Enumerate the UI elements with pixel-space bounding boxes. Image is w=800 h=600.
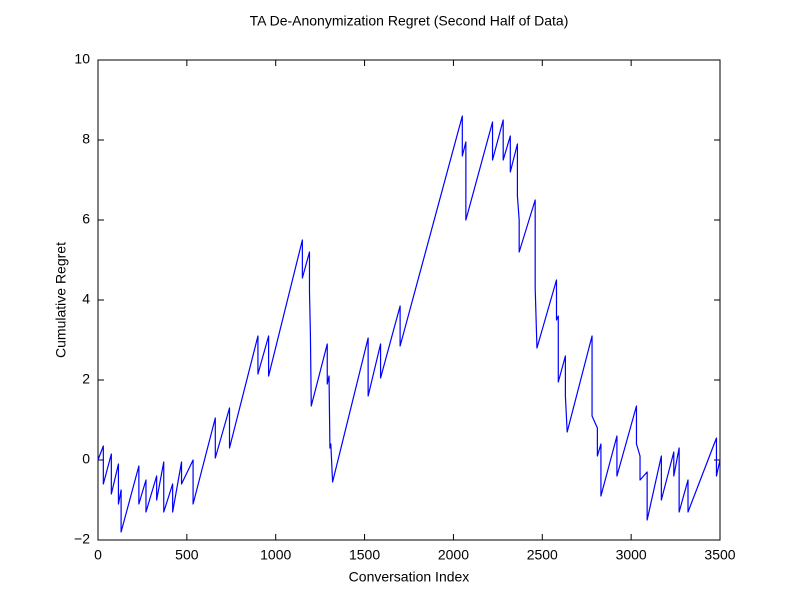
x-tick-label: 3000 <box>616 547 647 563</box>
line-series <box>97 115 721 533</box>
x-tick-label: 500 <box>175 547 199 563</box>
x-tick-label: 3500 <box>704 547 735 563</box>
y-tick-label: 8 <box>82 131 90 147</box>
x-tick-label: 1500 <box>349 547 380 563</box>
y-tick-label: 2 <box>82 371 90 387</box>
x-axis-label: Conversation Index <box>349 569 470 585</box>
y-tick-label: −2 <box>74 531 90 547</box>
x-tick-label: 1000 <box>260 547 291 563</box>
y-axis-label: Cumulative Regret <box>53 242 69 358</box>
y-tick-label: 6 <box>82 211 90 227</box>
y-tick-label: 4 <box>82 291 90 307</box>
y-tick-label: 10 <box>74 51 90 67</box>
x-tick-label: 2000 <box>438 547 469 563</box>
x-tick-label: 2500 <box>527 547 558 563</box>
y-tick-label: 0 <box>82 451 90 467</box>
x-tick-label: 0 <box>94 547 102 563</box>
chart-title: TA De-Anonymization Regret (Second Half … <box>250 13 569 29</box>
